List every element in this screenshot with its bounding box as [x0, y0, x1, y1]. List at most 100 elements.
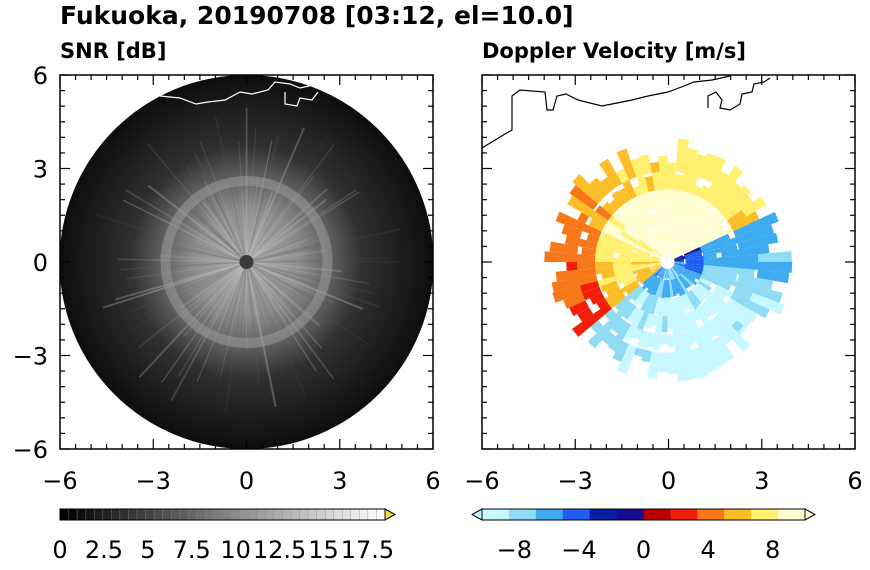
velocity-echo-cell — [702, 300, 718, 316]
colorbar-segment — [230, 508, 241, 521]
velocity-panel: Doppler Velocity [m/s] −6 −3 0 3 6 −8 −4 0 4 8 — [464, 39, 862, 564]
colorbar-segment — [562, 509, 577, 520]
snr-ray — [118, 261, 247, 271]
velocity-echo-cell — [577, 307, 594, 322]
velocity-echo-cell — [679, 274, 692, 288]
velocity-echo-cell — [698, 344, 718, 374]
colorbar-segment — [59, 508, 70, 521]
colorbar-segment — [522, 509, 537, 520]
colorbar-segment — [299, 508, 309, 521]
colorbar-segment — [222, 508, 232, 521]
velocity-echo-cell — [615, 168, 630, 184]
velocity-echo-cell — [632, 289, 647, 307]
velocity-echo-cell — [636, 241, 653, 253]
velocity-echo-cell — [611, 190, 626, 207]
velocity-echo-cell — [589, 177, 610, 198]
colorbar-frame — [59, 508, 386, 521]
velocity-echo-cell — [725, 181, 742, 198]
velocity-echo-cell — [635, 190, 649, 213]
velocity-echo-cell — [683, 243, 702, 255]
velocity-echo-cell — [611, 268, 633, 277]
velocity-echo-cell — [592, 262, 614, 269]
snr-ray — [238, 141, 247, 263]
velocity-echo-cell — [667, 316, 674, 329]
velocity-echo-cell — [551, 277, 580, 293]
velocity-echo-cell — [749, 211, 779, 231]
colorbar-segment — [265, 508, 275, 521]
colorbar-segment — [68, 508, 78, 521]
velocity-echo-cell — [633, 185, 643, 197]
snr-ray — [245, 136, 280, 263]
snr-ray — [102, 261, 247, 309]
velocity-echo-cell — [690, 309, 701, 322]
colorbar-segment — [239, 508, 249, 521]
velocity-echo-cell — [675, 351, 689, 382]
velocity-echo-cell — [690, 153, 706, 177]
snr-ray — [199, 141, 247, 263]
colorbar-segment — [697, 509, 712, 520]
colorbar-segment — [256, 508, 266, 521]
velocity-echo-cell — [679, 234, 693, 250]
velocity-echo-cell — [737, 238, 759, 250]
velocity-echo-cell — [741, 196, 767, 217]
colorbar-tick-label: 17.5 — [341, 536, 394, 564]
velocity-echo-cell — [683, 269, 703, 282]
colorbar-segment — [102, 508, 112, 521]
velocity-echo-cell — [646, 275, 658, 290]
velocity-echo-cell — [590, 320, 604, 334]
velocity-echo-cell — [617, 344, 637, 375]
velocity-echo-cell — [690, 218, 708, 237]
velocity-echo-cell — [705, 340, 726, 368]
velocity-echo-cell — [703, 256, 727, 262]
colorbar-segment — [535, 509, 550, 520]
velocity-echo-cell — [673, 333, 684, 355]
velocity-echo-cell — [649, 193, 659, 210]
velocity-echo-cell — [581, 246, 597, 256]
velocity-echo-cell — [675, 277, 687, 297]
velocity-echo-cell — [623, 324, 637, 342]
velocity-echo-cell — [618, 187, 632, 203]
velocity-echo-cell — [575, 262, 596, 271]
colorbar-segment — [616, 509, 631, 520]
velocity-echo-cell — [695, 225, 714, 242]
velocity-echo-cell — [549, 241, 579, 255]
velocity-echo-cell — [712, 170, 729, 188]
velocity-echo-cell — [681, 272, 700, 288]
velocity-echo-cell — [667, 206, 673, 226]
velocity-echo-cell — [648, 296, 659, 315]
colorbar-segment — [307, 508, 318, 521]
colorbar-segment — [94, 508, 104, 521]
velocity-echo-cell — [602, 201, 617, 216]
velocity-echo-cell — [657, 352, 668, 373]
snr-ray — [246, 261, 380, 308]
velocity-echo-cell — [599, 158, 623, 188]
velocity-echo-cell — [612, 271, 634, 282]
velocity-echo-cell — [755, 277, 774, 290]
colorbar-segment — [316, 508, 326, 521]
velocity-echo-cell — [639, 154, 652, 175]
colorbar-segment — [683, 509, 698, 520]
x-tick-label: 0 — [239, 467, 254, 495]
colorbar-segment — [549, 509, 564, 520]
velocity-echo-cell — [637, 330, 649, 348]
velocity-echo-cell — [714, 284, 734, 299]
velocity-echo-cell — [658, 155, 668, 172]
colorbar-tick-label: 5 — [140, 536, 155, 564]
snr-ray — [245, 127, 305, 263]
velocity-echo-cell — [714, 225, 735, 240]
colorbar-segment — [273, 508, 283, 521]
velocity-echo-cell — [608, 256, 632, 262]
velocity-echo-cell — [673, 226, 684, 246]
colorbar-segment — [764, 509, 779, 520]
x-tick-label: 3 — [754, 467, 769, 495]
velocity-tick-labels: −6 −3 0 3 6 — [464, 467, 862, 495]
velocity-echo-cell — [629, 309, 645, 332]
velocity-echo-cell — [653, 230, 662, 246]
colorbar-segment — [162, 508, 172, 521]
velocity-echo-cell — [569, 300, 589, 317]
velocity-echo-cell — [738, 268, 755, 278]
colorbar-segment — [656, 509, 671, 520]
velocity-echo-cell — [629, 262, 650, 266]
velocity-echo-cell — [703, 262, 726, 268]
velocity-echo-cell — [622, 277, 637, 287]
